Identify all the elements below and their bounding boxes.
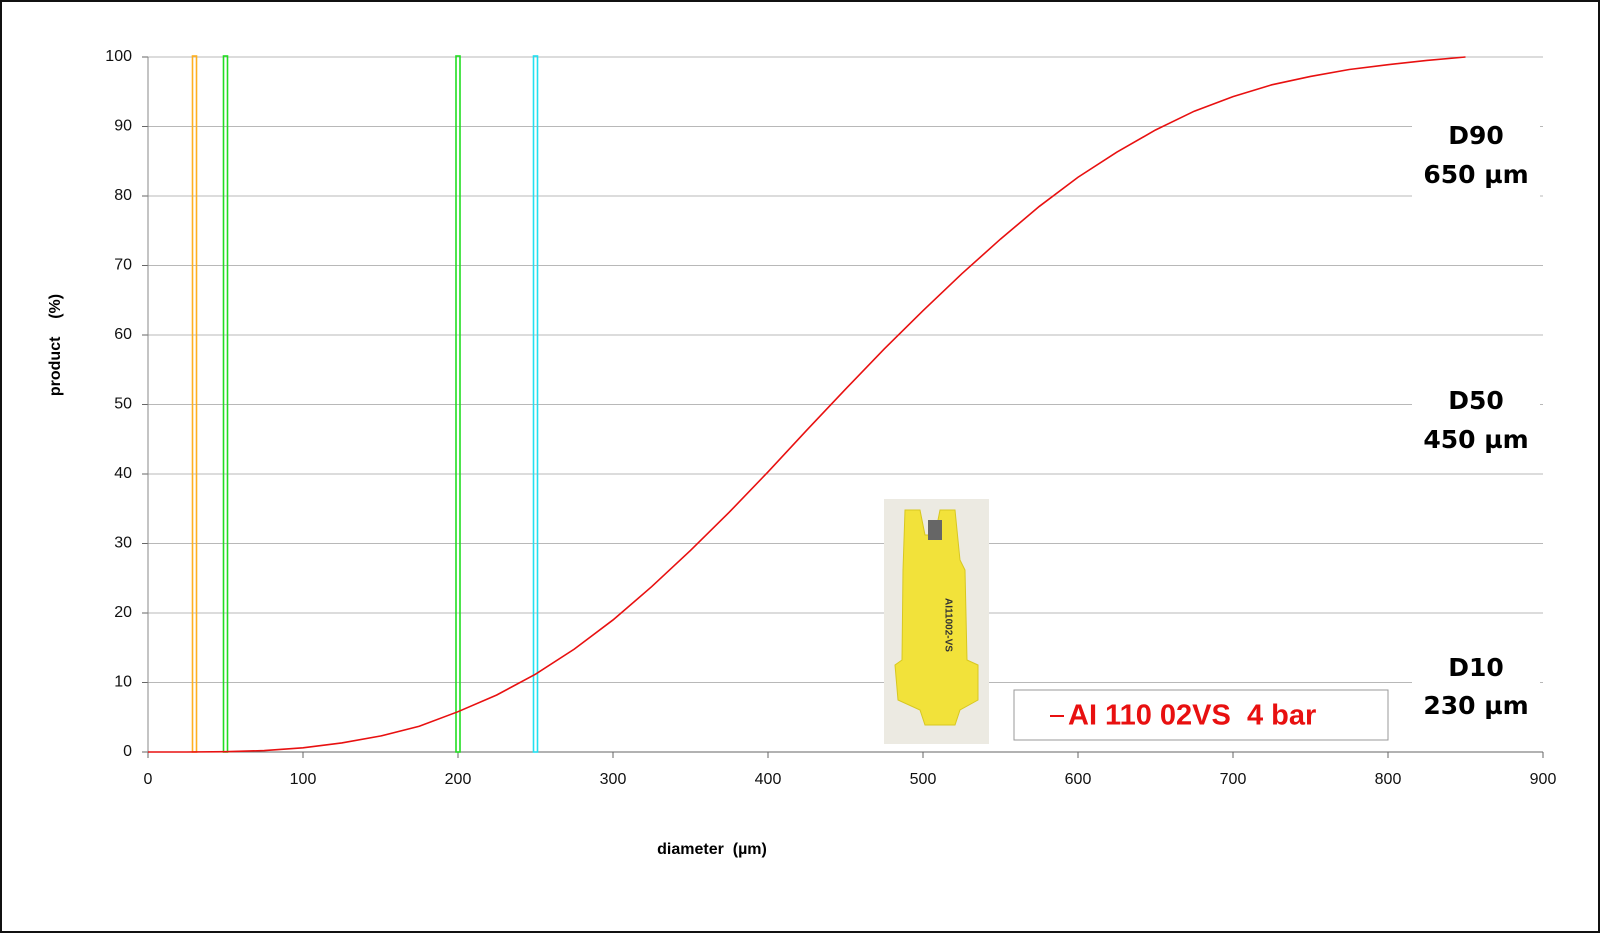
marker-band [455,55,461,753]
x-tick-label: 0 [144,771,153,788]
annotation-bg [1412,380,1540,463]
y-tick-label: 40 [114,465,132,482]
y-tick-label: 50 [114,396,132,413]
nozzle-tip [928,520,942,540]
annotation-title: D90 [1448,121,1504,150]
legend-label: AI 110 02VS 4 bar [1068,700,1316,732]
marker-band [532,55,539,753]
x-tick-label: 600 [1065,771,1092,788]
y-tick-label: 100 [105,48,132,65]
annotation-text: 450 µm [1423,425,1528,454]
nozzle-label: AI11002-VS [942,598,953,652]
x-tick-label: 300 [600,771,627,788]
y-axis-title: product (%) [47,294,64,396]
annotation-title: D50 [1448,386,1504,415]
y-tick-label: 10 [114,674,132,691]
x-tick-label: 700 [1220,771,1247,788]
annotation-bg [1412,115,1540,198]
x-tick-label: 500 [910,771,937,788]
x-tick-label: 900 [1530,771,1557,788]
x-tick-label: 100 [290,771,317,788]
annotation-bg [1412,647,1540,729]
nozzle-image: AI11002-VS [884,499,989,744]
y-tick-label: 90 [114,118,132,135]
y-tick-label: 30 [114,535,132,552]
x-tick-label: 400 [755,771,782,788]
y-tick-label: 60 [114,326,132,343]
annotation-text: 650 µm [1423,160,1528,189]
grid [148,56,1543,753]
annotation-title: D10 [1448,653,1504,682]
legend-box [1013,689,1389,741]
series-line [148,56,1466,753]
y-tick-label: 80 [114,187,132,204]
y-tick-label: 20 [114,604,132,621]
x-tick-label: 200 [445,771,472,788]
x-axis-title: diameter (µm) [657,841,767,858]
y-tick-label: 70 [114,257,132,274]
y-tick-label: 0 [123,743,132,760]
x-tick-label: 800 [1375,771,1402,788]
legend: AI 110 02VS 4 bar [1013,689,1389,741]
annotation-text: 230 µm [1423,691,1528,720]
